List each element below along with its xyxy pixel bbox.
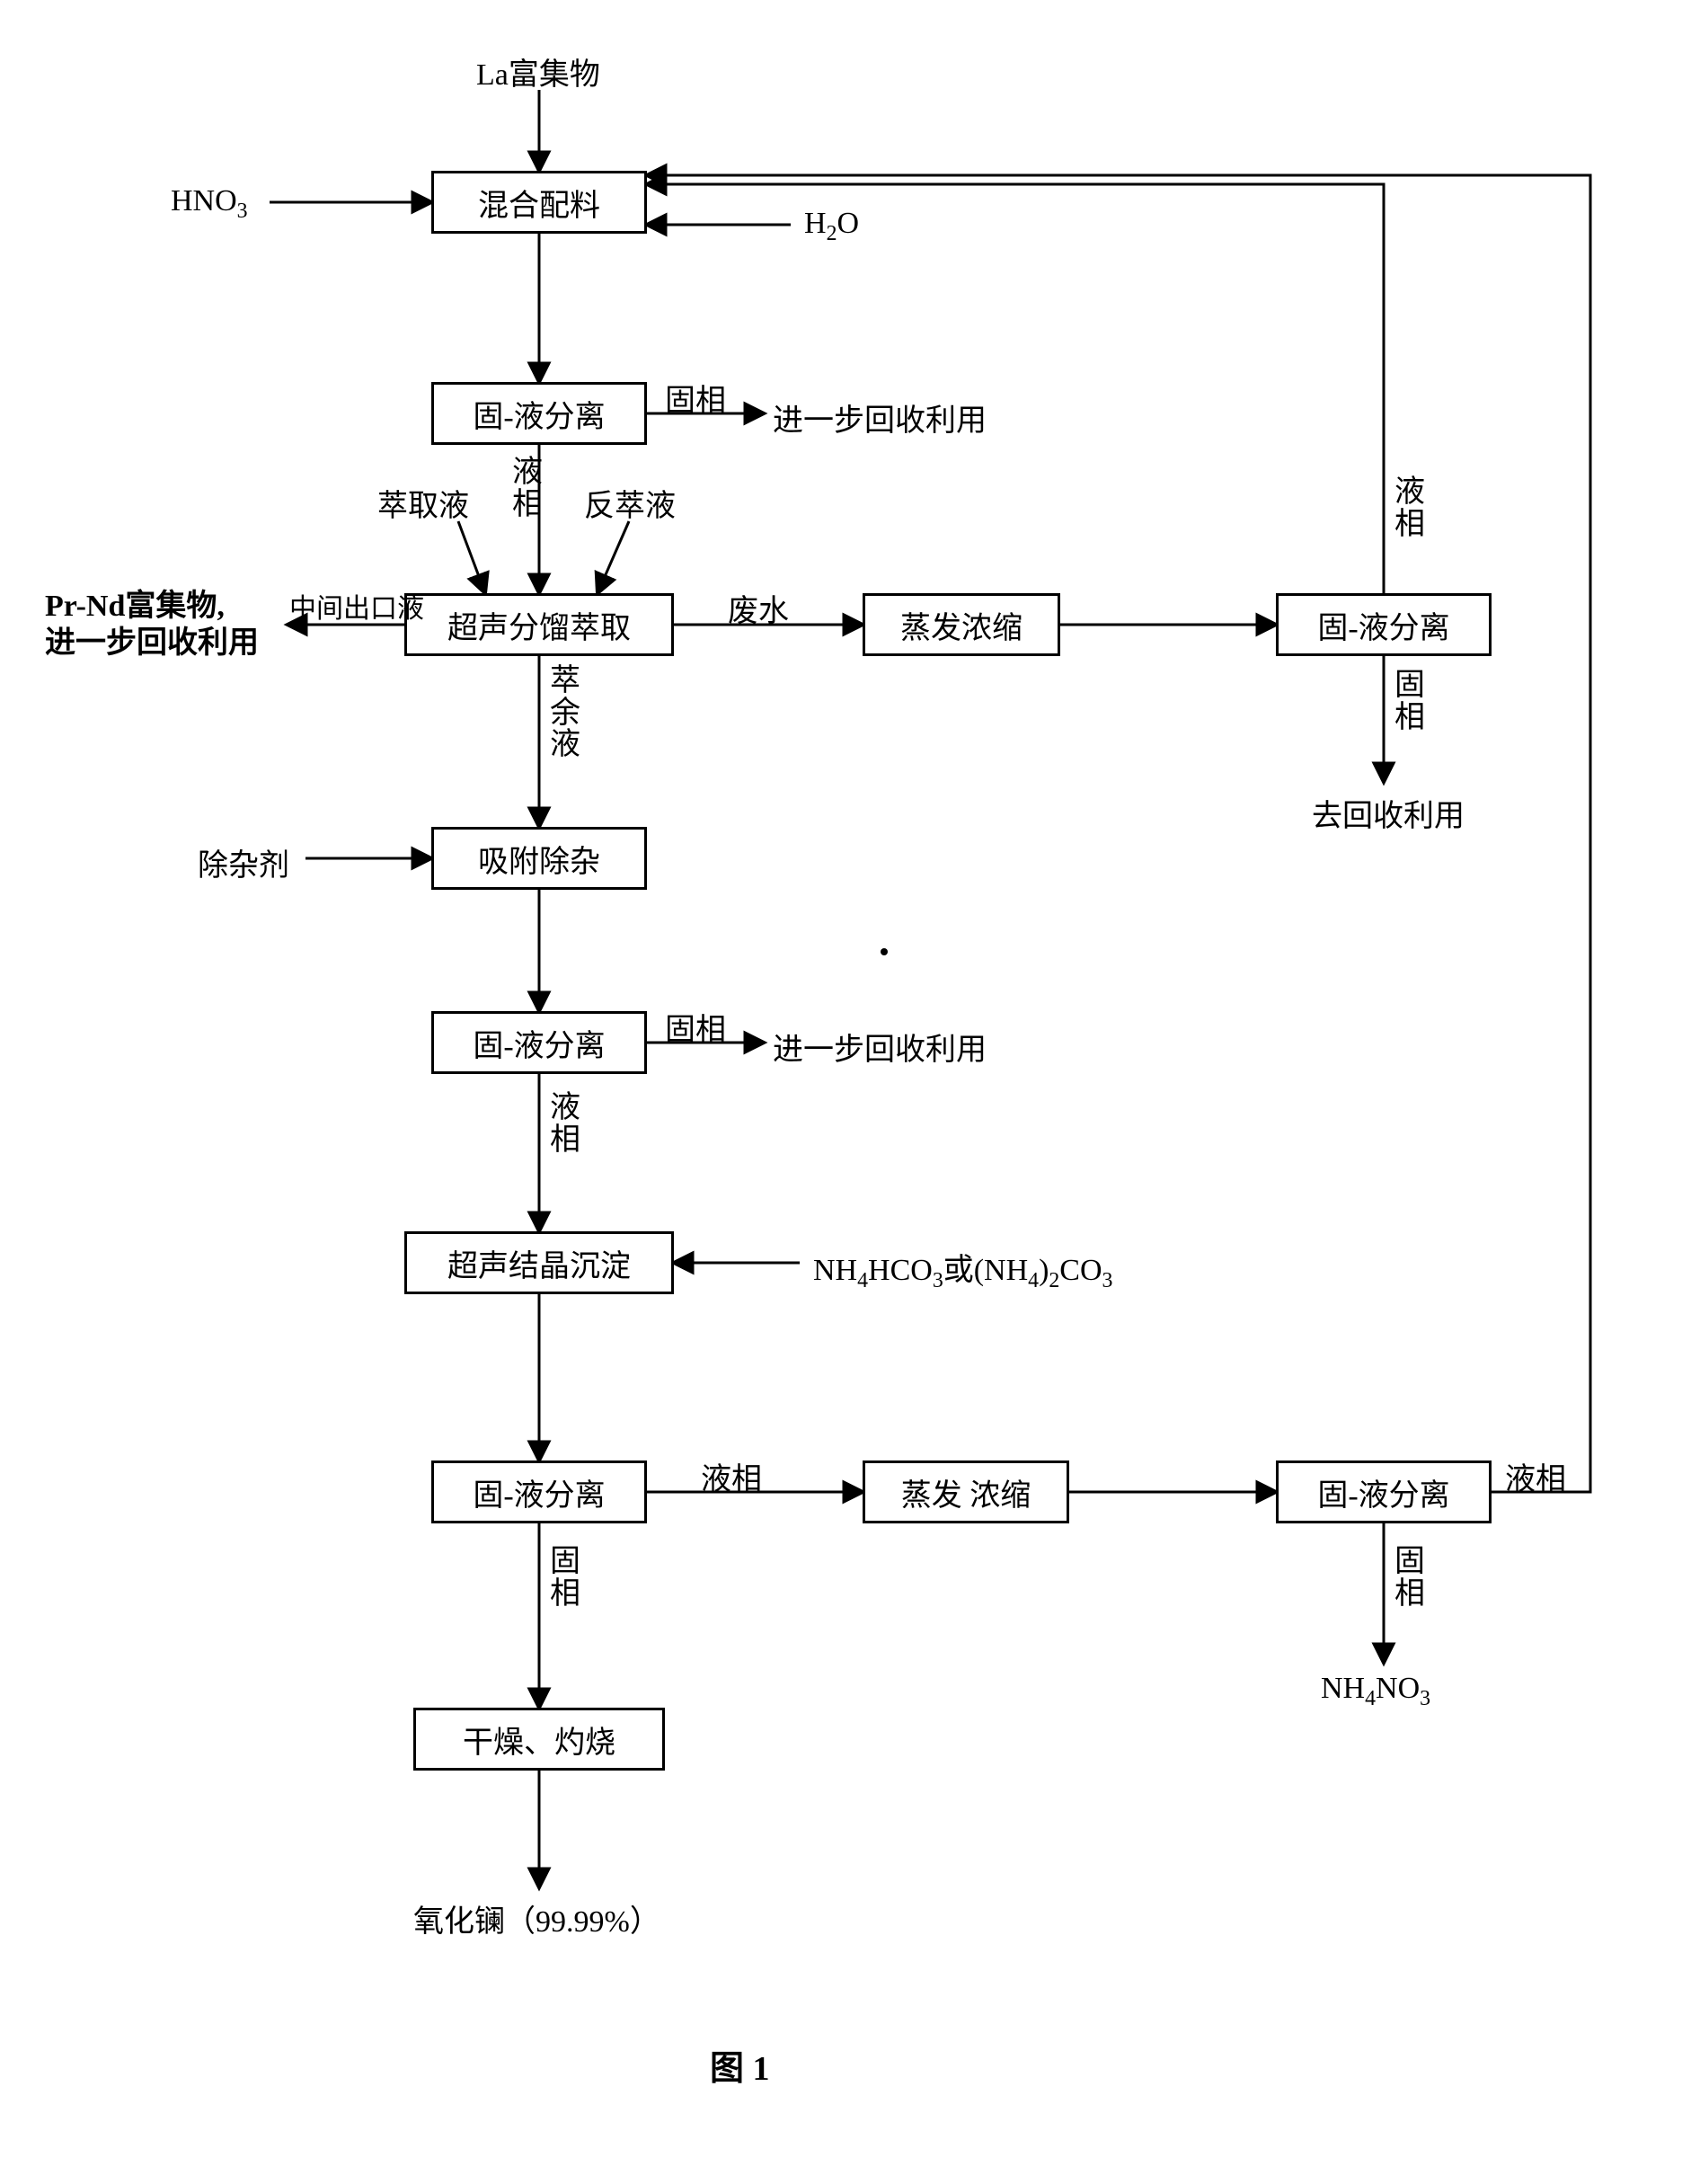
node-adsorb: 吸附除杂 <box>431 827 647 890</box>
edge-wastewater: 废水 <box>728 586 789 630</box>
edge-further-recycle-2: 进一步回收利用 <box>773 1025 987 1069</box>
node-sls3: 固-液分离 <box>431 1460 647 1523</box>
node-evap2: 蒸发 浓缩 <box>863 1460 1069 1523</box>
edge-to-recycle: 去回收利用 <box>1312 791 1465 835</box>
edge-liquid-phase-r2: 液相 <box>1505 1454 1566 1498</box>
node-mix: 混合配料 <box>431 171 647 234</box>
edge-prnd-conc: Pr-Nd富集物, 进一步回收利用 <box>45 589 259 662</box>
node-evap1: 蒸发浓缩 <box>863 593 1060 656</box>
figure-caption: 图 1 <box>710 2040 770 2090</box>
node-sls2: 固-液分离 <box>431 1011 647 1074</box>
input-back-extractant: 反萃液 <box>584 481 676 525</box>
input-la-conc: La富集物 <box>476 49 600 93</box>
edge-further-recycle-1: 进一步回收利用 <box>773 395 987 439</box>
input-h2o: H2O <box>804 207 859 246</box>
input-impurity-remover: 除杂剂 <box>198 840 289 884</box>
edge-solid-phase-2: 固相 <box>665 1005 726 1049</box>
edge-liquid-phase-v-r1: 液相 <box>1394 476 1425 540</box>
flowchart-root: 混合配料 固-液分离 超声分馏萃取 蒸发浓缩 固-液分离 吸附除杂 固-液分离 … <box>36 36 1653 2148</box>
node-sls1: 固-液分离 <box>431 382 647 445</box>
stray-dot <box>881 948 888 955</box>
node-precip: 超声结晶沉淀 <box>404 1231 674 1294</box>
edge-solid-phase-v-r2: 固相 <box>1394 1546 1425 1610</box>
flow-arrows <box>36 36 1653 2148</box>
edge-liquid-phase-3: 液相 <box>701 1454 762 1498</box>
input-precip-agent: NH4HCO3或(NH4)2CO3 <box>813 1245 1112 1293</box>
edge-solid-phase-v-3: 固相 <box>550 1546 580 1610</box>
edge-liquid-phase-v-2: 液相 <box>550 1092 580 1156</box>
node-extract: 超声分馏萃取 <box>404 593 674 656</box>
node-dry: 干燥、灼烧 <box>413 1708 665 1771</box>
edge-mid-outlet: 中间出口液 <box>289 586 424 626</box>
node-sls-r2: 固-液分离 <box>1276 1460 1492 1523</box>
input-extractant: 萃取液 <box>377 481 469 525</box>
edge-solid-phase-1: 固相 <box>665 376 726 420</box>
edge-solid-phase-v-r1: 固相 <box>1394 670 1425 733</box>
input-hno3: HNO3 <box>171 184 248 224</box>
edge-liquid-phase-v-1: 液相 <box>512 457 543 520</box>
node-sls-r1: 固-液分离 <box>1276 593 1492 656</box>
output-nh4no3: NH4NO3 <box>1321 1672 1430 1711</box>
output-la-oxide: 氧化镧（99.99%） <box>413 1896 660 1940</box>
edge-raffinate-v: 萃余液 <box>550 665 580 761</box>
